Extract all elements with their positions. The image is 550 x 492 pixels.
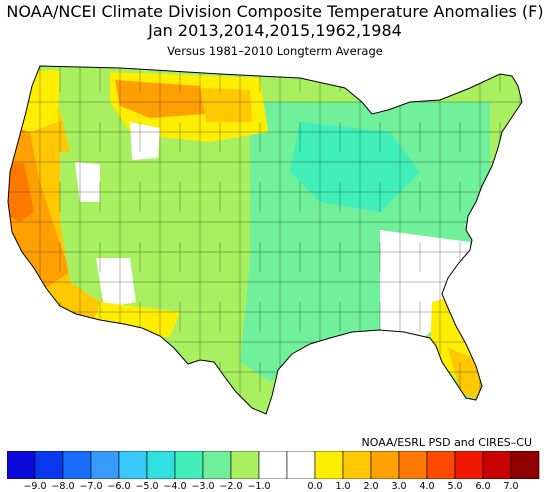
legend-tick-label: 1.0 [335,481,351,492]
legend-tick-label: 7.0 [503,481,519,492]
legend-swatch [258,451,288,479]
map-subtitle: Jan 2013,2014,2015,1962,1984 [148,21,402,40]
legend-tick-label: −4.0 [163,481,187,492]
legend-tick-label: −3.0 [191,481,215,492]
legend-swatch [286,451,316,479]
legend-swatch [314,451,344,479]
legend-swatch [482,451,512,479]
legend-swatch [174,451,204,479]
legend-tick-label: −2.0 [219,481,243,492]
legend-tick-label: 4.0 [419,481,435,492]
legend-swatch [62,451,92,479]
legend-swatch [230,451,260,479]
legend-tick-label: −1.0 [247,481,271,492]
legend-swatch [426,451,456,479]
legend-tick-label: 5.0 [447,481,463,492]
legend-swatch [34,451,64,479]
legend-swatch [146,451,176,479]
legend-swatch [454,451,484,479]
legend-tick-label: 0.0 [307,481,323,492]
color-legend [7,451,540,479]
map-title: NOAA/NCEI Climate Division Composite Tem… [6,2,544,21]
legend-tick-label: 6.0 [475,481,491,492]
map-credit: NOAA/ESRL PSD and CIRES–CU [361,436,532,449]
legend-tick-label: 3.0 [391,481,407,492]
legend-swatch [398,451,428,479]
legend-tick-label: −6.0 [107,481,131,492]
legend-swatch [370,451,400,479]
division-boundaries [8,66,522,414]
legend-swatch [342,451,372,479]
legend-swatch [510,451,540,479]
anomaly-fill [8,66,522,414]
map-caption: Versus 1981–2010 Longterm Average [167,44,383,58]
legend-tick-label: −7.0 [79,481,103,492]
legend-swatch [118,451,148,479]
legend-swatch [7,451,36,479]
legend-tick-label: 2.0 [363,481,379,492]
legend-tick-label: −5.0 [135,481,159,492]
us-climate-division-map [7,65,523,415]
legend-tick-label: −9.0 [23,481,47,492]
legend-tick-label: −8.0 [51,481,75,492]
legend-swatch [90,451,120,479]
legend-swatch [202,451,232,479]
